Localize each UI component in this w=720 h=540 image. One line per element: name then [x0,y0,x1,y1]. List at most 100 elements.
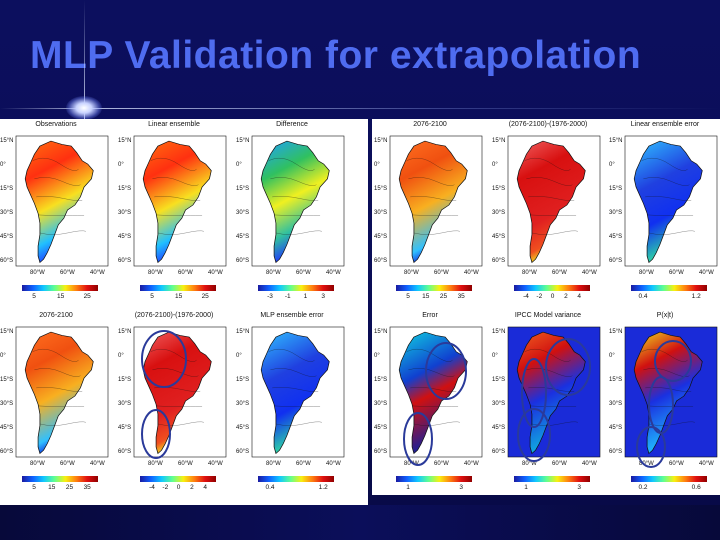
lat-label: 0° [609,162,615,168]
colorbar-tick-label: 4 [203,484,207,491]
map-panel-p3: Difference 15°N 0° 15°S 30°S 45°S 60°S 80°W 60°W… [236,121,348,301]
lat-label: 15°S [492,377,505,383]
map-panel-p6: Linear ensemble error 15°N 0° 15°S 30°S 45°S 6… [609,121,720,300]
contour-line [531,421,579,426]
colorbar-tick-label: 5 [150,293,154,300]
lat-label: 15°S [609,377,622,383]
map-panel-p1: Observations 15°N 0° 15°S 30°S 45°S 60°S 80°W 60… [0,121,112,301]
contour-line [530,214,577,216]
contour-line [157,230,205,235]
colorbar-tick-label: -4 [523,293,529,300]
lat-label: 30°S [492,210,505,216]
colorbar-tick-label: 2 [190,484,194,491]
map-figure: 15°N 0° 15°S 30°S 45°S 60°S 80°W 60°W 40°W [0,135,109,276]
lat-label: 45°S [492,425,505,431]
contour-line [36,387,83,392]
lon-label: 80°W [639,461,654,467]
highlight-ellipse [517,408,551,462]
colorbar-tick-label: 25 [439,293,448,300]
lat-label: 45°S [0,425,13,431]
colorbar-tick-label: 0.6 [691,484,701,491]
lat-label: 60°S [374,449,387,455]
lon-label: 60°W [178,461,193,467]
map-panel-p8: (2076-2100)-(1976-2000) 15°N 0° 15°S 30°S 45°… [118,312,230,491]
map-panel-p2: Linear ensemble 15°N 0° 15°S 30°S 45°S 60°S 80°… [118,121,230,301]
lon-label: 80°W [266,461,281,467]
colorbar-tick-label: 1 [524,484,528,491]
panel-title: MLP ensemble error [260,312,324,319]
lat-label: 30°S [118,210,131,216]
map-panel-p9: MLP ensemble error 15°N 0° 15°S 30°S 45°S 60°S… [236,312,348,491]
contour-line [274,405,321,407]
contour-line [526,177,573,186]
colorbar-tick-label: 25 [201,293,209,300]
lat-label: 60°S [0,258,13,264]
highlight-ellipse [521,358,547,428]
contour-line [410,196,457,201]
lat-label: 15°S [0,377,13,383]
lat-label: 60°S [118,449,131,455]
panel-title: Error [422,312,438,319]
colorbar-tick-label: 3 [459,484,463,491]
map-figure: 15°N 0° 15°S 30°S 45°S 60°S 80°W 60°W 40°W [0,326,109,467]
lat-label: 15°N [609,138,622,144]
contour-line [648,421,696,426]
lon-label: 60°W [296,461,311,467]
map-figure: 15°N 0° 15°S 30°S 45°S 60°S 80°W 60°W 40°W [118,135,227,276]
lon-label: 80°W [30,461,45,467]
lat-label: 15°N [0,138,13,144]
colorbar-legend: -3 -1 1 3 [258,285,334,301]
lon-label: 60°W [434,270,449,276]
colorbar-legend: 5 15 25 [140,285,216,301]
contour-line [645,196,692,201]
map-figure: 15°N 0° 15°S 30°S 45°S 60°S 80°W 60°W 40°W [609,326,718,468]
colorbar-tick-label: 0 [176,484,181,491]
contour-line [641,158,688,171]
contour-line [412,214,459,216]
lon-label: 80°W [522,461,537,467]
lat-label: 15°S [374,186,387,192]
colorbar-legend: 5 15 25 35 [396,285,472,301]
highlight-ellipse [425,342,467,400]
contour-line [38,405,85,407]
lat-label: 0° [118,162,124,168]
lat-label: 45°S [118,234,131,240]
lat-label: 15°N [236,329,249,335]
lat-label: 45°S [236,234,249,240]
lat-label: 45°S [118,425,131,431]
colorbar [140,285,216,291]
contour-line [34,368,81,377]
colorbar-tick-label: -1 [284,293,291,300]
contour-line [412,405,459,407]
lat-label: 15°N [492,138,505,144]
lon-label: 80°W [639,270,654,276]
lat-label: 15°N [118,329,131,335]
colorbar-tick-label: 25 [83,293,91,300]
lat-label: 0° [374,162,380,168]
map-figure: 15°N 0° 15°S 30°S 45°S 60°S 80°W 60°W 40°W [492,326,601,467]
colorbar-tick-label: 3 [577,484,581,491]
colorbar [258,285,334,291]
contour-line [274,214,321,216]
colorbar-tick-label: 15 [422,293,430,300]
lat-label: 0° [374,353,380,359]
lon-label: 60°W [552,461,567,467]
panel-title: Linear ensemble error [630,121,700,128]
contour-line [156,214,203,216]
slide-title: MLP Validation for extrapolation [30,34,642,77]
lat-label: 15°N [609,329,622,335]
panel-title: IPCC Model variance [514,312,582,319]
lon-label: 60°W [669,270,684,276]
lon-label: 40°W [582,461,597,467]
colorbar [631,476,707,482]
map-panel-p4: 2076-2100 15°N 0° 15°S 30°S 45°S 60°S 80°W 60°W 4… [374,121,486,301]
contour-line [406,158,453,171]
colorbar-tick-label: 2 [564,293,568,300]
contour-line [643,177,690,186]
colorbar-legend: 5 15 25 [22,285,98,301]
lon-label: 40°W [208,461,223,467]
panel-title: P(x|t) [656,312,674,319]
colorbar-tick-label: 25 [65,484,74,491]
contour-line [152,177,199,186]
